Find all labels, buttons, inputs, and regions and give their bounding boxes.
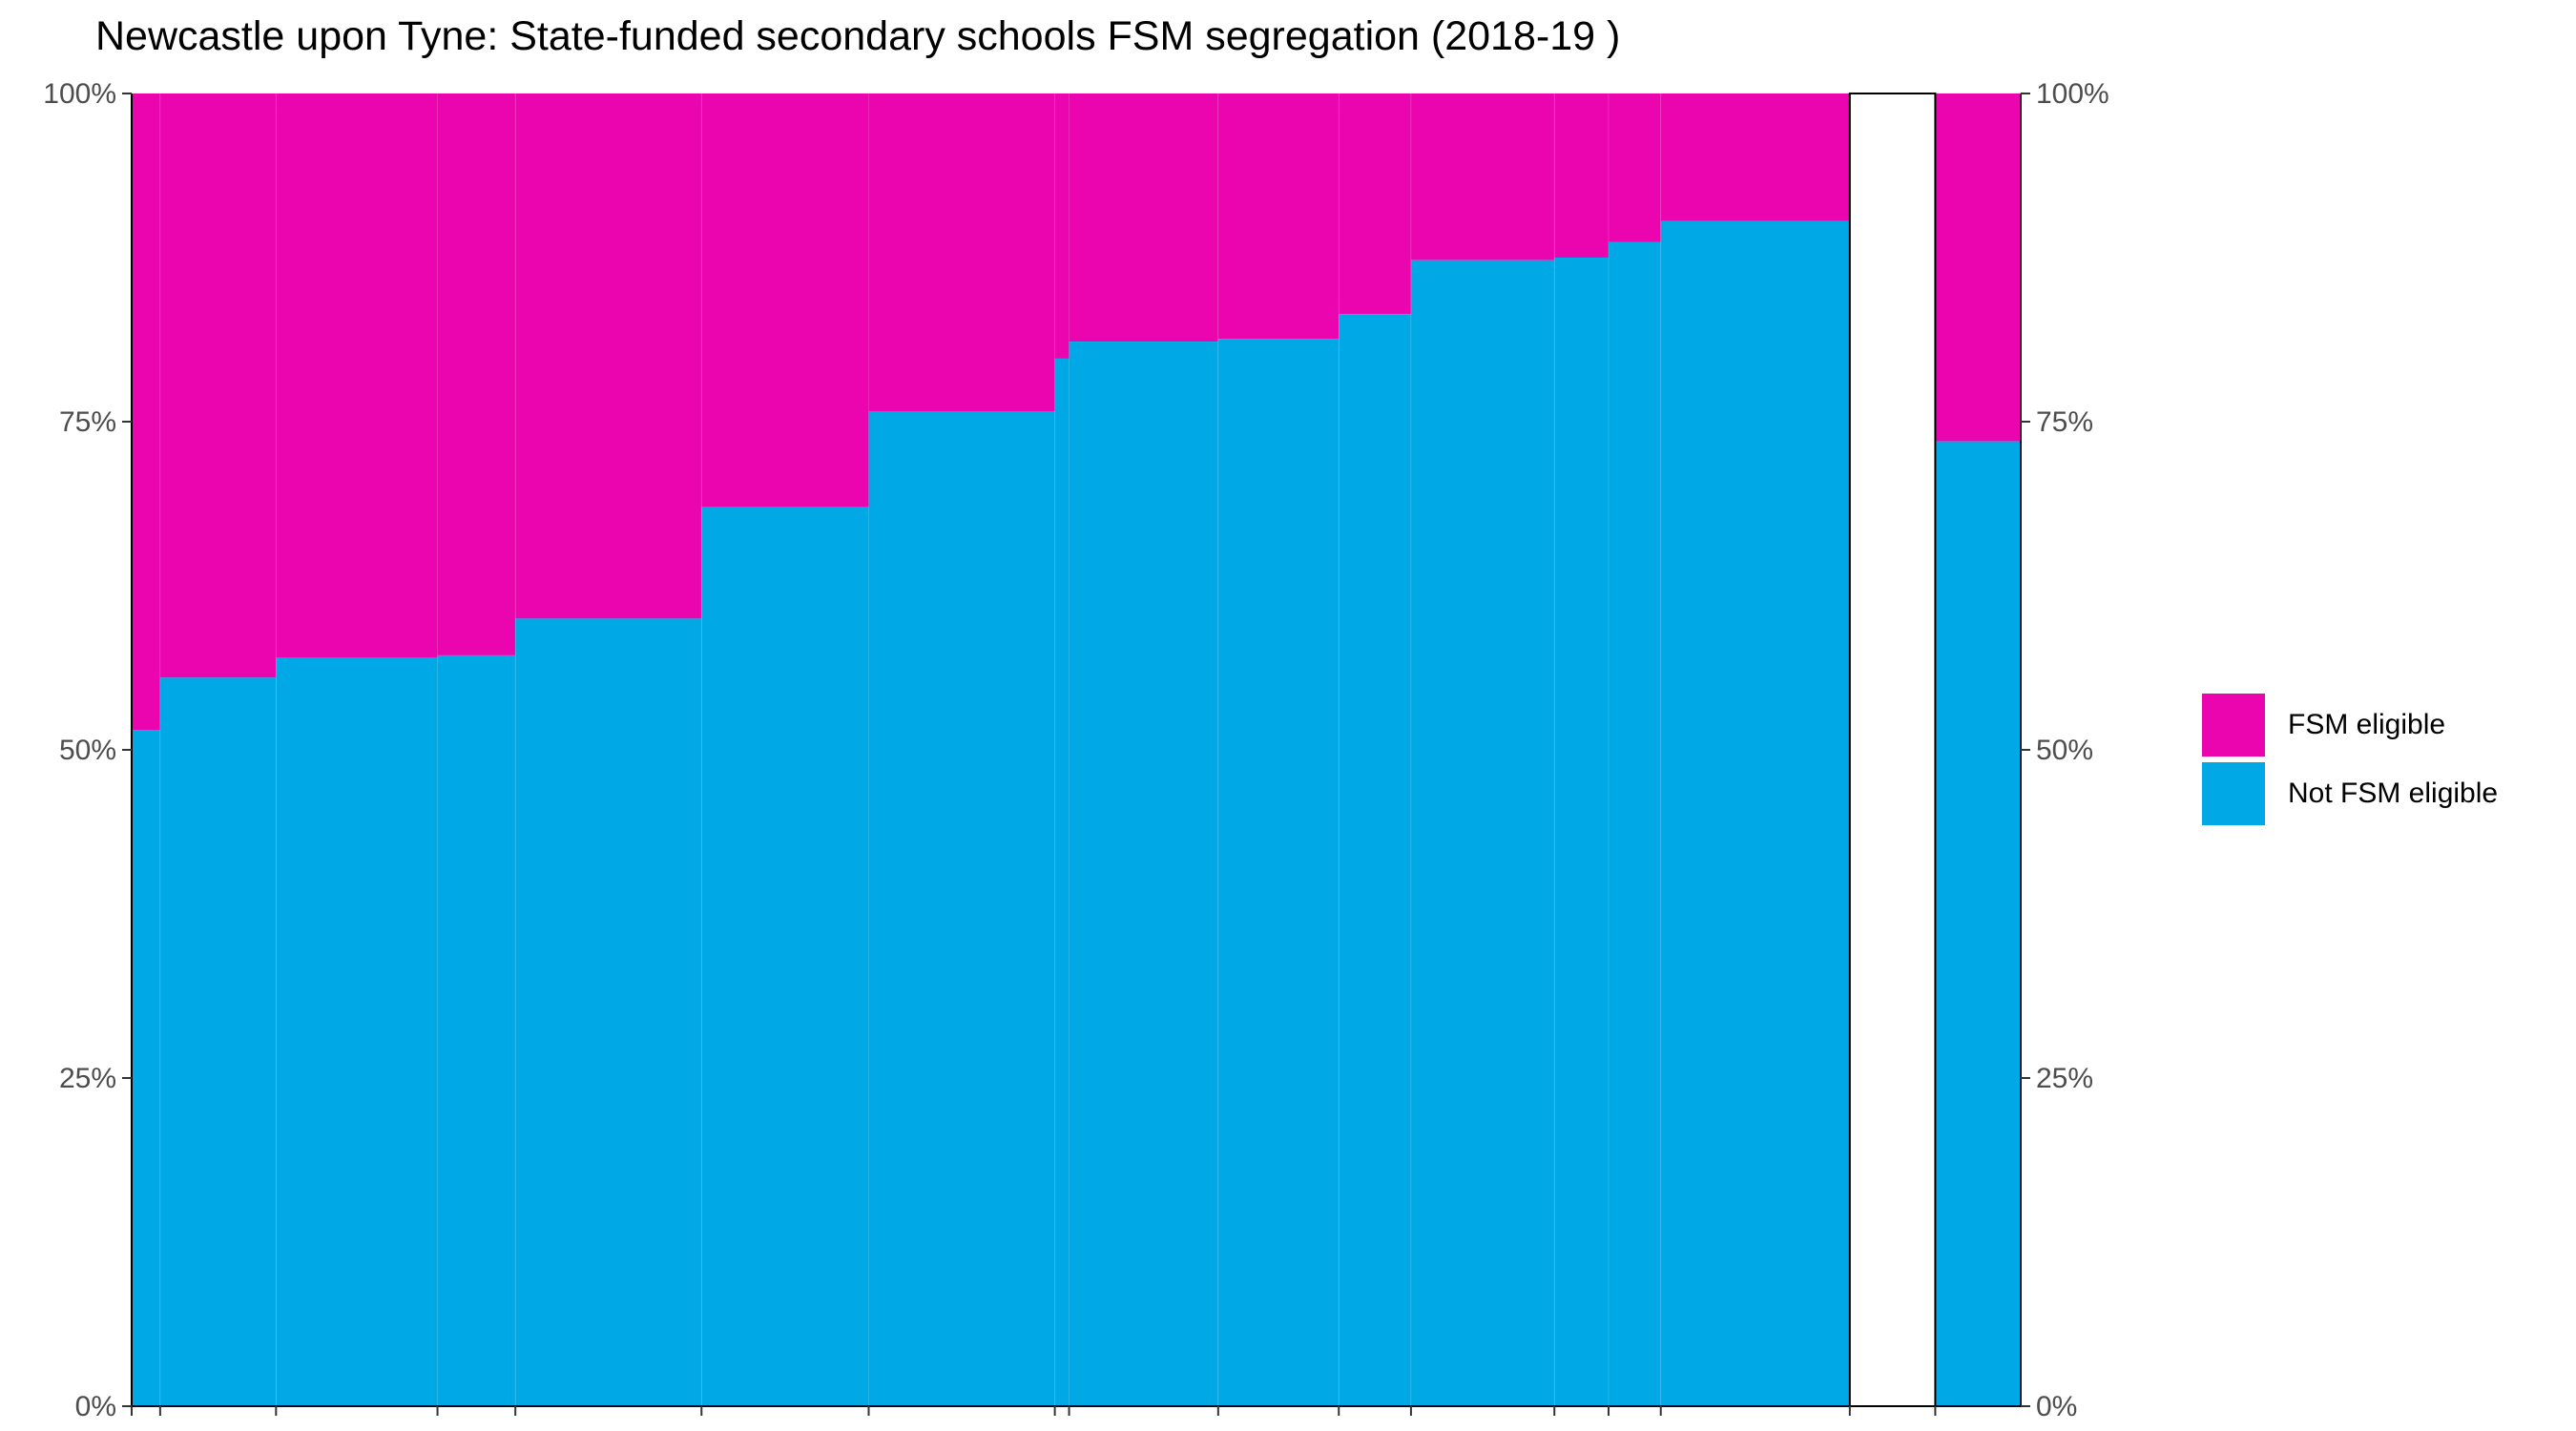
bar-not-fsm-school-4 [437, 654, 516, 1406]
bar-fsm-school-15 [1660, 93, 1850, 221]
bar-not-fsm-school-11 [1339, 314, 1411, 1407]
bar-fsm-school-14 [1608, 93, 1661, 242]
legend-key-fsm [2202, 694, 2265, 757]
bar-not-fsm-school-8 [1054, 358, 1070, 1406]
bar-not-fsm-school-15 [1660, 220, 1850, 1406]
y-tick-label-left: 50% [59, 735, 116, 766]
bar-not-fsm-school-14 [1608, 241, 1661, 1406]
bar-fsm-school-13 [1554, 93, 1609, 258]
chart-title: Newcastle upon Tyne: State-funded second… [95, 13, 1621, 59]
bar-not-fsm-school-5 [515, 618, 702, 1406]
y-tick-label-left: 0% [75, 1391, 116, 1422]
legend-label-fsm: FSM eligible [2288, 709, 2446, 740]
bar-fsm-overall [1935, 93, 2021, 442]
bar-not-fsm-school-9 [1069, 342, 1218, 1407]
bar-fsm-school-5 [515, 93, 702, 619]
bar-fsm-school-4 [437, 93, 516, 655]
y-tick-label-right: 75% [2036, 406, 2093, 438]
bar-not-fsm-school-7 [868, 410, 1055, 1407]
y-tick-label-right: 0% [2036, 1391, 2077, 1422]
bar-fsm-school-11 [1339, 93, 1411, 315]
bar-fsm-school-6 [701, 93, 869, 508]
bar-not-fsm-school-2 [159, 677, 277, 1406]
y-tick-label-left: 75% [59, 406, 116, 438]
bar-fsm-school-3 [276, 93, 438, 658]
bar-not-fsm-school-3 [276, 657, 438, 1406]
bar-fsm-school-1 [132, 93, 160, 731]
bar-not-fsm-school-12 [1410, 259, 1555, 1407]
bars-layer [132, 93, 2021, 1407]
bar-fsm-school-10 [1217, 93, 1340, 340]
y-tick-label-right: 50% [2036, 735, 2093, 766]
legend-label-not-fsm: Not FSM eligible [2288, 778, 2499, 809]
y-tick-label-left: 25% [59, 1063, 116, 1094]
bar-fsm-school-2 [159, 93, 277, 678]
y-tick-label-left: 100% [43, 78, 116, 110]
gap-frame [1848, 93, 1937, 1407]
bar-not-fsm-school-6 [701, 507, 869, 1406]
y-tick-label-right: 100% [2036, 78, 2109, 110]
bar-fsm-school-7 [868, 93, 1055, 411]
bar-not-fsm-school-10 [1217, 339, 1340, 1406]
axes-layer: 0% 0% 25% 25% 50% 50% 75% 75% 100% 100% [43, 78, 2109, 1422]
bar-not-fsm-school-1 [132, 730, 160, 1406]
bar-not-fsm-overall [1935, 441, 2021, 1406]
bar-not-fsm-school-13 [1554, 258, 1609, 1406]
bar-fsm-school-9 [1069, 93, 1218, 342]
bar-fsm-school-8 [1054, 93, 1070, 359]
y-tick-label-right: 25% [2036, 1063, 2093, 1094]
bar-fsm-school-12 [1410, 93, 1555, 260]
legend-key-not-fsm [2202, 762, 2265, 825]
